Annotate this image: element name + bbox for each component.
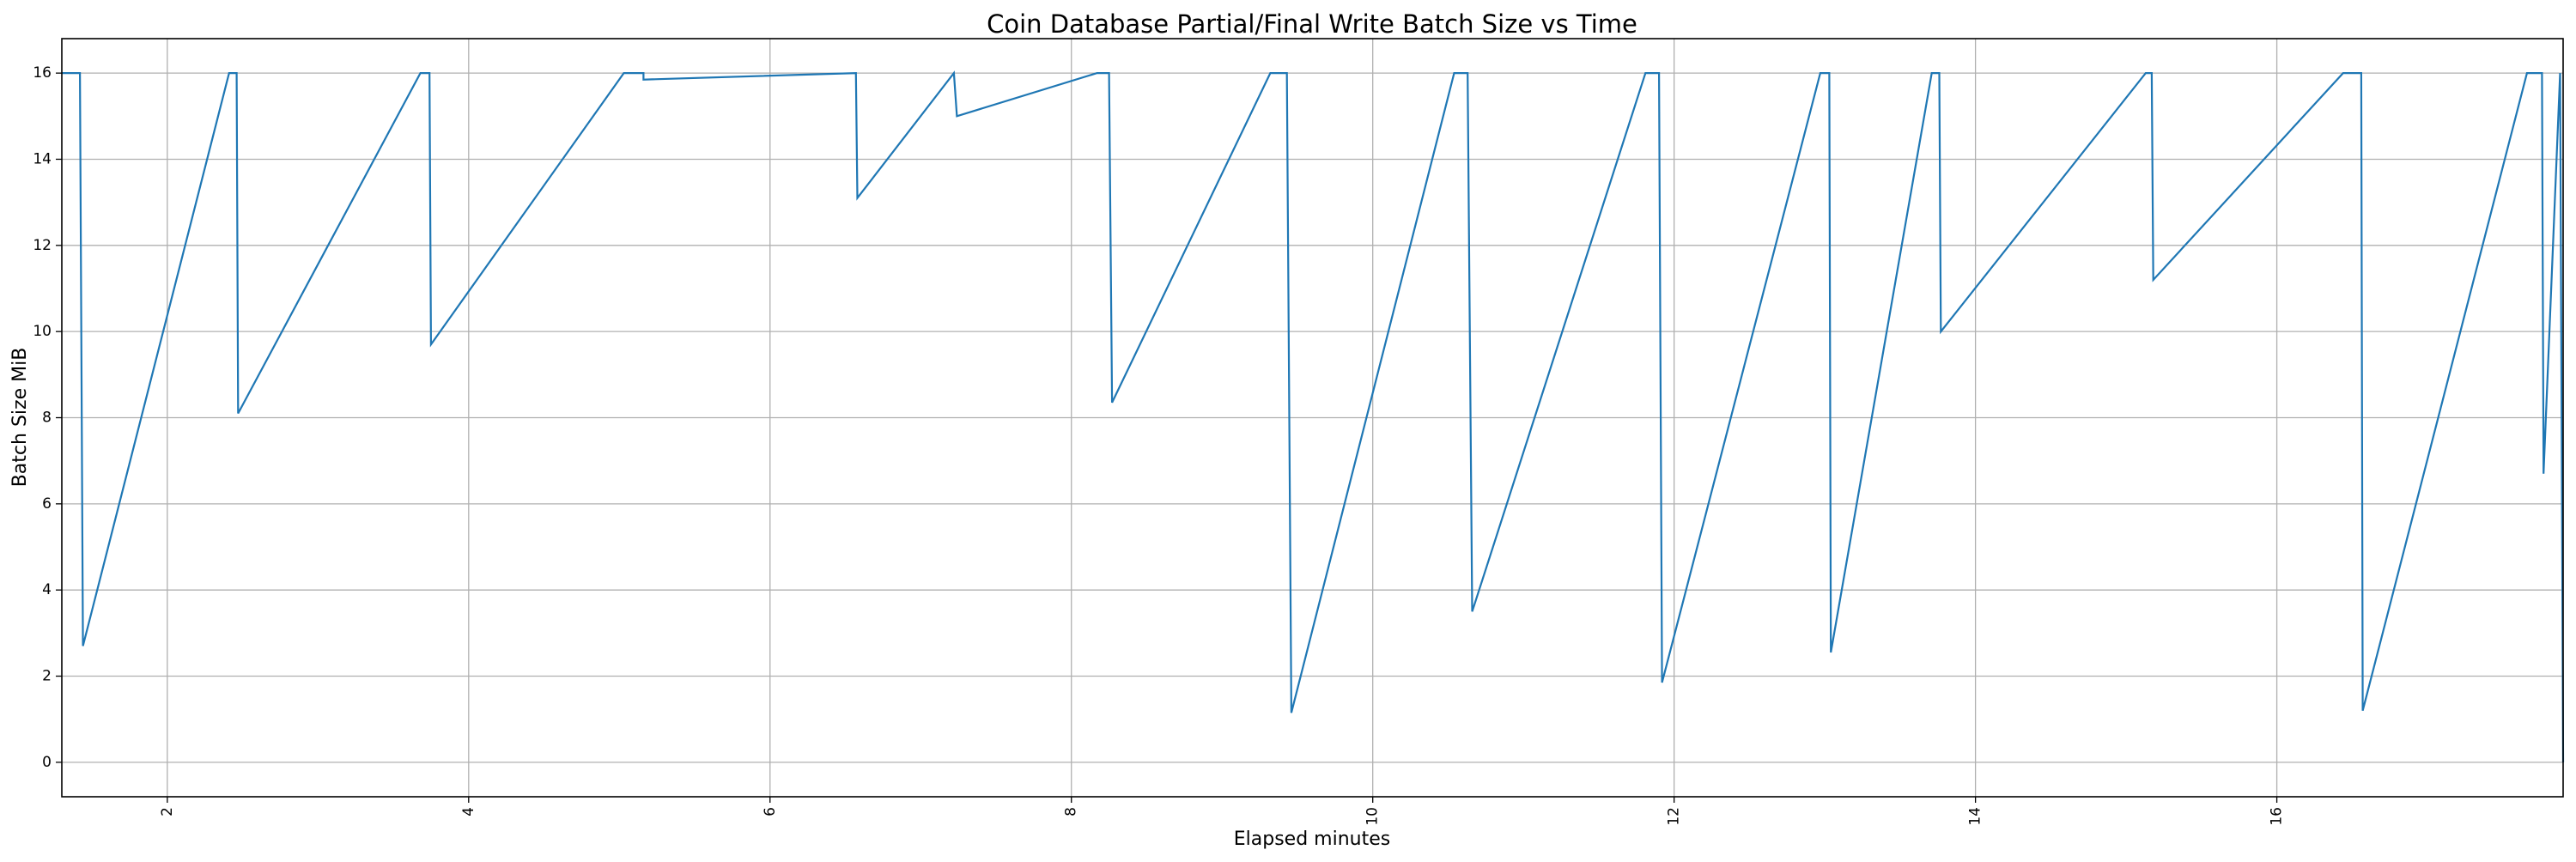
x-axis-ticks: 2 4 6 8 10 12 14 16 [159,797,2286,826]
y-axis-ticks: 0 2 4 6 8 10 12 14 16 [33,64,62,771]
x-tick-label: 4 [460,807,477,816]
y-tick-label: 14 [33,150,52,167]
series-line-group [62,70,2565,762]
chart-title: Coin Database Partial/Final Write Batch … [987,9,1637,39]
y-tick-label: 0 [42,754,52,771]
x-tick-label: 14 [1967,807,1984,826]
x-tick-label: 16 [2269,807,2286,826]
y-tick-label: 8 [42,410,52,427]
x-tick-label: 10 [1364,807,1382,826]
y-tick-label: 16 [33,64,52,82]
y-tick-label: 10 [33,323,52,340]
y-axis-label: Batch Size MiB [9,348,31,488]
x-tick-label: 8 [1063,807,1080,816]
series-line [62,70,2565,762]
x-tick-label: 12 [1666,807,1683,826]
grid [62,39,2563,797]
x-tick-label: 2 [159,807,176,816]
y-tick-label: 2 [42,668,52,685]
y-tick-label: 4 [42,581,52,598]
x-axis-label: Elapsed minutes [1234,829,1390,850]
y-tick-label: 12 [33,237,52,254]
x-tick-label: 6 [762,807,779,816]
y-tick-label: 6 [42,495,52,513]
